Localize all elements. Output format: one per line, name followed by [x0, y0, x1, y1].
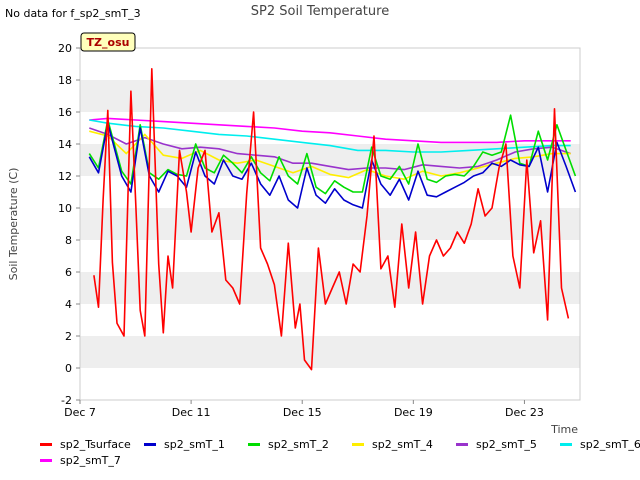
- legend-swatch: [248, 442, 260, 446]
- y-tick-label: 8: [65, 234, 72, 247]
- legend-label: sp2_smT_1: [164, 437, 225, 451]
- legend-item: sp2_smT_4: [352, 436, 433, 452]
- y-tick-label: 10: [58, 202, 72, 215]
- series-line-sp2-smT-7: [89, 117, 571, 144]
- y-axis: -2 0 2 4 6 8 10 12 14 16 18 20: [58, 42, 80, 407]
- y-tick-label: 18: [58, 74, 72, 87]
- y-axis-label: Soil Temperature (C): [7, 168, 20, 281]
- y-tick-label: 14: [58, 138, 72, 151]
- legend-item: sp2_smT_6: [560, 436, 640, 452]
- grid-band: [80, 368, 580, 400]
- y-tick-label: 4: [65, 298, 72, 311]
- y-tick-label: 16: [58, 106, 72, 119]
- grid-band: [80, 80, 580, 112]
- grid-band: [80, 304, 580, 336]
- legend-item: sp2_Tsurface: [40, 436, 131, 452]
- y-tick-label: 6: [65, 266, 72, 279]
- legend-swatch: [40, 458, 52, 462]
- y-tick-label: 12: [58, 170, 72, 183]
- legend-item: sp2_smT_7: [40, 452, 121, 468]
- legend-swatch: [352, 442, 364, 446]
- series-line-sp2-smT-1: [88, 122, 577, 209]
- grid-band: [80, 208, 580, 240]
- x-axis-label: Time: [550, 423, 578, 436]
- grid-band: [80, 336, 580, 368]
- tz-badge: TZ_osu: [80, 32, 136, 52]
- legend-label: sp2_smT_4: [372, 437, 433, 451]
- y-tick-label: 0: [65, 362, 72, 375]
- legend-item: sp2_smT_1: [144, 436, 225, 452]
- series-line-sp2-smT-6: [89, 119, 571, 153]
- y-tick-label: -2: [61, 394, 72, 407]
- chart-title: SP2 Soil Temperature: [251, 4, 389, 19]
- legend-label: sp2_smT_6: [580, 437, 640, 451]
- x-tick-label: Dec 23: [505, 406, 544, 419]
- grid-band: [80, 272, 580, 304]
- y-tick-label: 20: [58, 42, 72, 55]
- legend-swatch: [40, 442, 52, 446]
- x-tick-label: Dec 7: [64, 406, 96, 419]
- plot-area: [79, 47, 581, 401]
- series-line-sp2-smT-5: [89, 127, 571, 171]
- x-tick-label: Dec 19: [394, 406, 433, 419]
- series-lines: [88, 68, 577, 371]
- legend-swatch: [144, 442, 156, 446]
- x-axis: Dec 7 Dec 11 Dec 15 Dec 19 Dec 23: [64, 400, 544, 419]
- legend-item: sp2_smT_5: [456, 436, 537, 452]
- no-data-note: No data for f_sp2_smT_3: [5, 7, 141, 20]
- legend-label: sp2_Tsurface: [60, 437, 131, 451]
- y-tick-label: 2: [65, 330, 72, 343]
- plot-background-bands: [80, 48, 580, 400]
- legend-label: sp2_smT_7: [60, 453, 121, 467]
- legend-swatch: [456, 442, 468, 446]
- x-tick-label: Dec 11: [172, 406, 211, 419]
- legend-label: sp2_smT_5: [476, 437, 537, 451]
- legend-item: sp2_smT_2: [248, 436, 329, 452]
- series-line-sp2-smT-2: [88, 114, 577, 195]
- grid-band: [80, 48, 580, 80]
- tz-badge-label: TZ_osu: [87, 36, 130, 49]
- legend-swatch: [560, 442, 572, 446]
- legend-label: sp2_smT_2: [268, 437, 329, 451]
- grid-band: [80, 240, 580, 272]
- x-tick-label: Dec 15: [283, 406, 322, 419]
- series-line-sp2-Tsurface: [93, 68, 570, 371]
